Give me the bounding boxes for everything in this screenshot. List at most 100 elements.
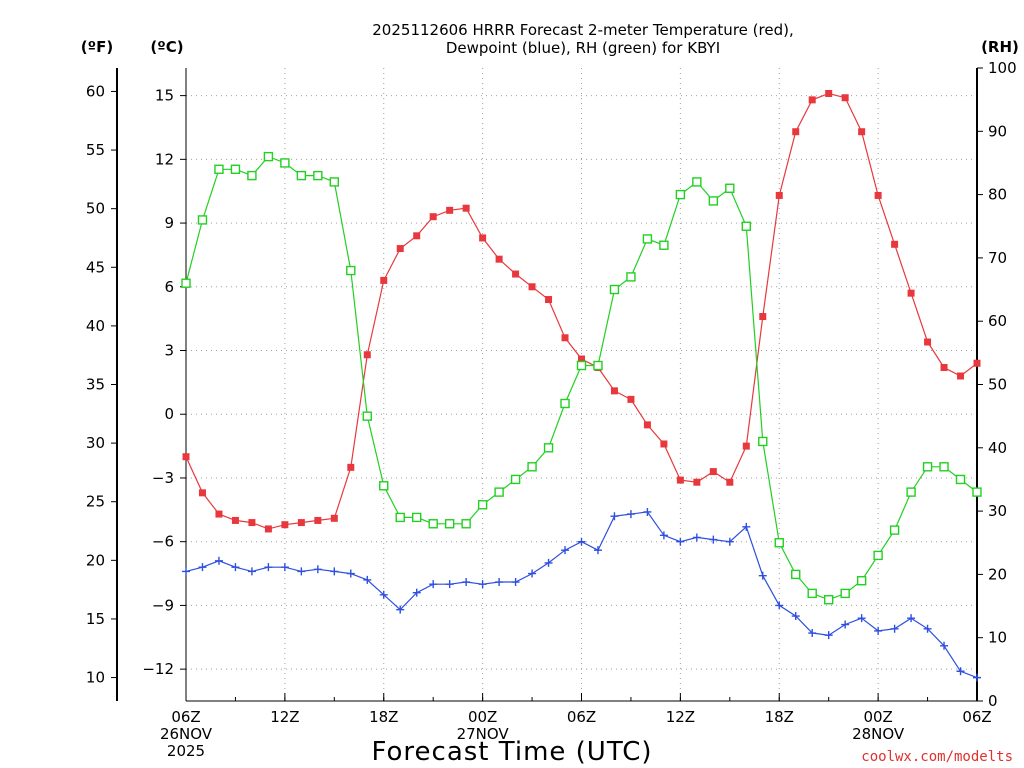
rh-point — [642, 234, 653, 244]
celsius-tick-label: 0 — [164, 405, 174, 423]
dewpoint-point — [593, 546, 602, 555]
rh-point — [560, 398, 570, 409]
temperature-point — [610, 387, 618, 395]
rh-point — [774, 538, 784, 548]
rh-tick-label: 10 — [988, 629, 1007, 647]
dewpoint-point — [182, 567, 190, 576]
dewpoint-point — [528, 569, 537, 578]
rh-point — [346, 265, 356, 276]
dewpoint-point — [940, 641, 949, 650]
temperature-point — [396, 245, 404, 253]
rh-point — [477, 500, 488, 510]
celsius-tick-label: −12 — [142, 660, 174, 678]
fahrenheit-axis-unit: (ºF) — [81, 38, 113, 56]
dewpoint-point — [907, 614, 916, 623]
temperature-series — [182, 89, 981, 533]
rh-point — [296, 170, 307, 181]
rh-point — [906, 487, 916, 497]
temperature-point — [759, 313, 767, 321]
dewpoint-point — [198, 563, 207, 572]
dewpoint-point — [379, 590, 388, 599]
temperature-point — [182, 453, 190, 461]
dewpoint-point — [808, 629, 817, 638]
rh-point — [280, 158, 290, 168]
dewpoint-point — [429, 580, 438, 589]
temperature-point — [874, 191, 882, 199]
time-tick-label: 00Z — [863, 708, 892, 726]
dewpoint-point — [247, 567, 256, 576]
temperature-point — [347, 463, 355, 471]
temperature-point — [825, 89, 833, 97]
celsius-axis-unit: (ºC) — [150, 38, 183, 56]
rh-point — [972, 487, 982, 497]
rh-tick-label: 100 — [988, 59, 1017, 77]
dewpoint-point — [313, 565, 322, 574]
temperature-point — [314, 516, 322, 524]
temperature-point — [215, 510, 223, 518]
rh-point — [922, 462, 933, 472]
fahrenheit-tick-label: 45 — [86, 258, 105, 276]
temperature-point — [198, 489, 206, 497]
dewpoint-point — [692, 533, 701, 542]
rh-tick-label: 20 — [988, 565, 1007, 583]
rh-point — [263, 151, 274, 162]
rh-point — [379, 481, 389, 491]
temperature-point — [957, 372, 965, 380]
dewpoint-point — [626, 510, 635, 519]
dewpoint-point — [841, 620, 850, 629]
temperature-point — [413, 232, 421, 240]
credit-text: coolwx.com/modelts — [861, 749, 1013, 765]
temperature-point — [330, 514, 338, 522]
temperature-point — [297, 519, 305, 527]
fahrenheit-tick-label: 55 — [86, 141, 105, 159]
rh-series — [181, 151, 982, 605]
temperature-point — [907, 289, 915, 297]
rh-point — [955, 474, 966, 485]
rh-point — [576, 360, 587, 371]
dewpoint-point — [659, 531, 668, 540]
rh-point — [725, 183, 735, 193]
fahrenheit-tick-label: 60 — [86, 82, 105, 100]
rh-point — [840, 588, 850, 599]
celsius-tick-label: 3 — [164, 342, 174, 360]
fahrenheit-tick-label: 25 — [86, 493, 105, 511]
rh-point — [329, 177, 340, 187]
rh-point — [889, 525, 900, 535]
temperature-point — [264, 525, 272, 533]
fahrenheit-tick-label: 30 — [86, 434, 105, 452]
rh-point — [807, 588, 817, 599]
dewpoint-point — [363, 575, 372, 584]
time-tick-label: 28NOV — [852, 725, 905, 743]
fahrenheit-axis: 10 15 20 25 30 35 40 45 50 55 60 — [86, 82, 117, 687]
rh-point — [626, 272, 636, 282]
temperature-point — [676, 476, 684, 484]
rh-tick-label: 70 — [988, 249, 1007, 267]
temperature-point — [578, 355, 585, 363]
dewpoint-point — [725, 537, 734, 546]
temperature-point — [660, 440, 668, 448]
dewpoint-point — [676, 537, 685, 546]
temperature-point — [891, 240, 899, 248]
grid-lines — [186, 68, 977, 701]
x-axis-label: Forecast Time (UTC) — [371, 737, 652, 767]
temperature-point — [446, 206, 454, 214]
rh-point — [856, 576, 867, 586]
rh-point — [939, 462, 949, 472]
rh-point — [313, 170, 323, 181]
dewpoint-point — [544, 558, 553, 567]
celsius-tick-label: 6 — [164, 278, 174, 296]
time-tick-label: 06Z — [962, 708, 991, 726]
temperature-point — [495, 255, 503, 263]
rh-tick-label: 90 — [988, 122, 1007, 140]
rh-point — [692, 177, 702, 187]
rh-axis-unit: (RH) — [981, 38, 1019, 56]
time-tick-label: 26NOV — [160, 725, 213, 743]
rh-point — [247, 170, 257, 181]
temperature-point — [429, 213, 437, 221]
rh-point — [823, 595, 834, 605]
rh-point — [395, 512, 405, 523]
celsius-axis: −12 −9 −6 −3 0 3 6 9 12 15 — [142, 87, 186, 678]
rh-point — [791, 569, 801, 580]
rh-point — [873, 550, 883, 561]
